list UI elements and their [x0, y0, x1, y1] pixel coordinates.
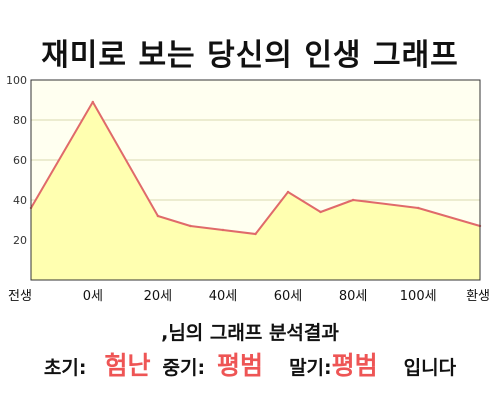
data-point-100세	[416, 206, 420, 210]
data-point-60세	[286, 190, 290, 194]
x-tick-label-전생: 전생	[8, 289, 32, 304]
data-point-20세	[156, 214, 160, 218]
middle-label: 중기:	[162, 357, 206, 379]
late-label: 말기:	[289, 357, 332, 379]
late-value: 평범	[331, 351, 378, 380]
plot-frame	[30, 79, 481, 281]
x-tick-label-100세: 100세	[400, 289, 437, 304]
analysis-heading: ,님의 그래프 분석결과	[161, 322, 339, 344]
data-point-30세	[189, 224, 192, 228]
y-tick-label-100: 100	[6, 74, 27, 87]
data-point-70세	[319, 210, 322, 214]
x-tick-label-20세: 20세	[144, 289, 173, 304]
x-tick-label-40세: 40세	[209, 289, 238, 304]
x-tick-label-환생: 환생	[466, 289, 490, 304]
early-label: 초기:	[43, 357, 87, 379]
y-tick-label-20: 20	[13, 234, 27, 247]
middle-value: 평범	[217, 351, 264, 380]
early-value: 험난	[104, 351, 151, 380]
data-point-50세	[254, 232, 257, 236]
y-tick-label-80: 80	[13, 114, 27, 127]
x-tick-label-60세: 60세	[274, 289, 303, 304]
y-tick-label-60: 60	[13, 154, 27, 167]
y-tick-label-40: 40	[13, 194, 27, 207]
data-point-40세	[221, 228, 225, 232]
data-point-0세	[91, 100, 95, 104]
result-suffix: 입니다	[403, 357, 457, 379]
life-area-fill	[31, 102, 480, 280]
x-tick-label-80세: 80세	[339, 289, 368, 304]
page-title: 재미로 보는 당신의 인생 그래프	[41, 38, 459, 73]
analysis-result: 초기: 험난 중기: 평범 말기: 평범 입니다	[0, 346, 500, 380]
life-graph-chart: 20 40 60 80 100 전생 0세 20세 40세 60세 80세 100세 환생	[6, 74, 490, 304]
x-tick-label-0세: 0세	[83, 289, 103, 304]
data-point-80세	[351, 198, 355, 202]
